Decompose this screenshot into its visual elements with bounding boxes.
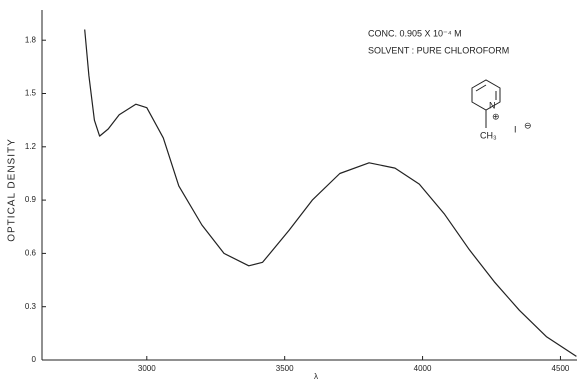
bond (475, 84, 487, 92)
pyridine-ring (471, 79, 501, 111)
structure-label: ⊕ (492, 111, 500, 121)
y-axis-label: OPTICAL DENSITY (7, 138, 18, 242)
x-tick-label: 4000 (414, 364, 432, 373)
y-tick-label: 0.6 (25, 249, 37, 258)
annotation: SOLVENT : PURE CHLOROFORM (368, 45, 509, 55)
data-line (84, 29, 577, 357)
structure-label: I (514, 124, 517, 134)
x-axis-label: λ (314, 372, 318, 381)
structure-label: N (489, 100, 496, 110)
y-tick-label: 1.5 (25, 89, 37, 98)
annotation: CONC. 0.905 X 10⁻⁴ M (368, 28, 462, 38)
y-tick-label: 1.2 (25, 142, 37, 151)
y-tick-label: 0.3 (25, 302, 37, 311)
structure-label: ⊖ (524, 120, 532, 130)
structure-label: CH₃ (480, 130, 497, 140)
x-tick-label: 3000 (138, 364, 156, 373)
y-tick-label: 0.9 (25, 195, 37, 204)
x-tick-label: 4500 (552, 364, 570, 373)
structure (471, 79, 501, 128)
x-tick-label: 3500 (276, 364, 294, 373)
y-tick-label: 1.8 (25, 35, 37, 44)
y-tick-label: 0 (32, 355, 37, 364)
